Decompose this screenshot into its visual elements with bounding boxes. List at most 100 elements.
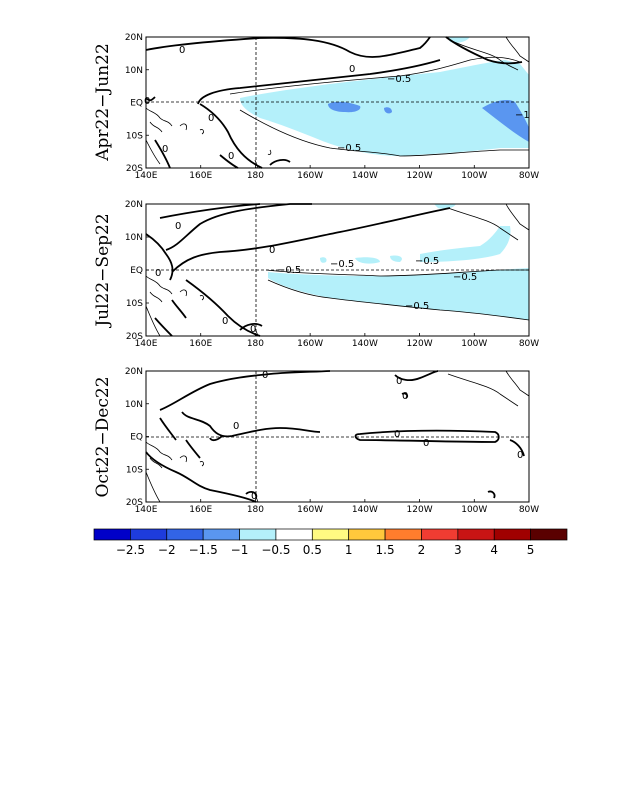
colorbar-swatch: [239, 528, 277, 541]
lat-tick-label: 20S: [126, 164, 143, 174]
lon-tick-label: 180: [247, 339, 264, 349]
lat-tick-label: 20N: [125, 200, 143, 210]
colorbar-swatch: [457, 528, 495, 541]
contour-label-zero: 0: [208, 113, 214, 124]
panel-oct-dec: 0 0 0 0 0 0 0 0 Oct22−Dec22: [93, 370, 530, 503]
zero-contour: [145, 370, 525, 503]
contour-label-zero: 0: [349, 64, 355, 75]
contour-label-zero: 0: [262, 370, 268, 381]
colorbar-label: 1: [345, 543, 353, 557]
colorbar-swatch: [421, 528, 459, 541]
colorbar-swatch: [348, 528, 386, 541]
colorbar-swatch: [493, 528, 531, 541]
lat-tick-label: EQ: [130, 266, 143, 276]
lat-tick-label: 20S: [126, 332, 143, 342]
lat-tick-label: 10S: [126, 465, 143, 475]
contour-label-minus-half: −0.5: [415, 256, 439, 267]
panel-apr-jun: −0.5 −0.5 −1 0 0 0 0 0 0 Apr22−Jun22: [93, 36, 530, 169]
colorbar-swatch: [166, 528, 204, 541]
contour-label-zero: 0: [251, 491, 257, 502]
lon-tick-label: 140E: [135, 171, 158, 181]
contour-label-zero: 0: [250, 324, 256, 335]
colorbar-label: 2: [418, 543, 426, 557]
contour-label-zero: 0: [423, 438, 429, 449]
contour-label-zero: 0: [233, 421, 239, 432]
lat-tick-label: 10S: [126, 299, 143, 309]
lat-tick-label: 10N: [125, 233, 143, 243]
colorbar-swatch: [130, 528, 168, 541]
lon-tick-label: 100W: [461, 171, 487, 181]
lon-tick-label: 160E: [189, 505, 212, 515]
contour-label-minus-half: −0.5: [387, 74, 411, 85]
panel-label: Oct22−Dec22: [93, 376, 113, 497]
lon-tick-label: 120W: [407, 339, 433, 349]
contour-label-zero: 0: [402, 391, 408, 402]
colorbar: −2.5 −2 −1.5 −1 −0.5 0.5 1 1.5 2 3 4 5: [93, 528, 568, 557]
minus-half-contour: [229, 56, 529, 157]
colorbar-swatch: [311, 528, 350, 541]
colorbar-label: 5: [527, 543, 535, 557]
lon-tick-label: 140W: [352, 171, 378, 181]
panel-jul-sep: −0.5 −0.5 −0.5 −0.5 −0.5 0 0 0 0 0 Jul22…: [93, 203, 530, 337]
lat-tick-label: EQ: [130, 433, 143, 443]
lon-tick-label: 80W: [519, 505, 539, 515]
panel-frame: [145, 370, 530, 503]
anomaly-area-minus-one-small: [384, 107, 392, 114]
contour-label-zero: 0: [162, 144, 168, 155]
panel-label: Apr22−Jun22: [93, 43, 113, 162]
contour-label-zero: 0: [144, 96, 150, 107]
anomaly-area-minus-one-center: [328, 101, 361, 113]
contour-label-zero: 0: [222, 316, 228, 327]
contour-label-minus-half: −0.5: [405, 301, 429, 312]
colorbar-label: −0.5: [261, 543, 290, 557]
contour-label-minus-half: −0.5: [337, 143, 361, 154]
colorbar-label: −1.5: [189, 543, 218, 557]
colorbar-label: 1.5: [376, 543, 395, 557]
colorbar-label: −2: [158, 543, 176, 557]
lon-tick-label: 180: [247, 171, 264, 181]
colorbar-label: 3: [454, 543, 462, 557]
contour-label-zero: 0: [517, 450, 523, 461]
lon-tick-label: 160W: [297, 339, 323, 349]
contour-label-minus-half: −0.5: [277, 265, 301, 276]
zero-contour: [145, 203, 451, 337]
lon-tick-label: 120W: [407, 505, 433, 515]
contour-label-zero: 0: [394, 429, 400, 440]
contour-label-zero: 0: [269, 245, 275, 256]
contour-label-zero: 0: [175, 221, 181, 232]
colorbar-label: 4: [490, 543, 498, 557]
lat-tick-label: 20N: [125, 33, 143, 43]
lon-tick-label: 160W: [297, 171, 323, 181]
lat-tick-label: 10S: [126, 131, 143, 141]
lon-tick-label: 140W: [352, 339, 378, 349]
contour-label-zero: 0: [179, 45, 185, 56]
anomaly-area-minus-half: [268, 268, 529, 320]
contour-label-minus-half: −0.5: [453, 272, 477, 283]
anomaly-area-minus-half-band: [355, 226, 511, 264]
lat-tick-label: EQ: [130, 99, 143, 109]
lon-tick-label: 160W: [297, 505, 323, 515]
colorbar-label: −1: [231, 543, 249, 557]
coastline: [145, 36, 530, 169]
lon-tick-label: 140E: [135, 339, 158, 349]
lon-tick-label: 160E: [189, 339, 212, 349]
lon-tick-label: 140E: [135, 505, 158, 515]
colorbar-swatch: [275, 528, 313, 541]
lon-tick-label: 100W: [461, 339, 487, 349]
zero-contour: [145, 36, 523, 169]
lon-tick-label: 80W: [519, 339, 539, 349]
contour-label-minus-half: −0.5: [330, 259, 354, 270]
colorbar-label: −2.5: [116, 543, 145, 557]
colorbar-swatch: [384, 528, 422, 541]
contour-label-zero: 0: [155, 268, 161, 279]
lat-tick-label: 20S: [126, 498, 143, 508]
colorbar-swatch: [530, 528, 568, 541]
anomaly-area-minus-one-east: [482, 100, 529, 142]
lon-tick-label: 180: [247, 505, 264, 515]
colorbar-swatch: [93, 528, 131, 541]
lon-tick-label: 80W: [519, 171, 539, 181]
colorbar-swatch: [202, 528, 240, 541]
lon-tick-label: 160E: [189, 171, 212, 181]
colorbar-label: 0.5: [303, 543, 322, 557]
